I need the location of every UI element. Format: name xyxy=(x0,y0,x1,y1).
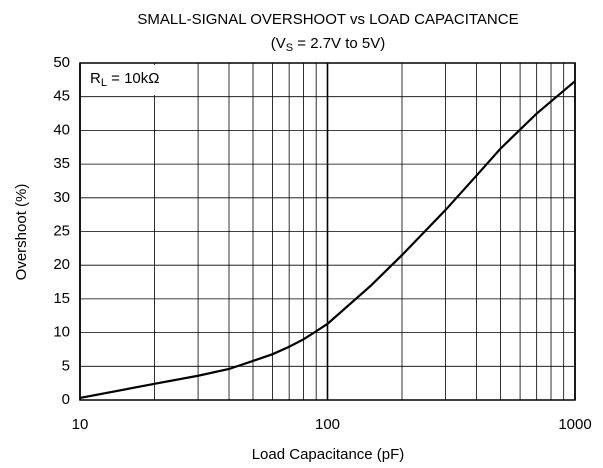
y-tick-label: 35 xyxy=(53,155,70,172)
y-tick-label: 50 xyxy=(53,54,70,71)
annotation-box xyxy=(82,65,194,95)
plot-frame xyxy=(79,62,576,401)
data-line xyxy=(79,80,576,400)
y-tick-label: 20 xyxy=(53,256,70,273)
y-tick-label: 0 xyxy=(62,391,70,408)
annotation-part: R xyxy=(90,70,101,87)
y-tick-label: 45 xyxy=(53,88,70,105)
y-axis-label: Overshoot (%) xyxy=(13,184,30,281)
x-tick-label: 100 xyxy=(315,416,340,433)
subtitle-part: (V xyxy=(271,35,286,52)
annotation: RL = 10kΩ xyxy=(90,70,159,89)
subtitle-subscript: S xyxy=(286,42,293,54)
x-tick-label: 10 xyxy=(72,416,89,433)
annotation-part: = 10kΩ xyxy=(107,70,160,87)
x-axis-label: Load Capacitance (pF) xyxy=(252,446,405,463)
annotation-subscript: L xyxy=(101,77,107,89)
y-tick-label: 25 xyxy=(53,222,70,239)
subtitle-part: = 2.7V to 5V) xyxy=(293,35,385,52)
y-tick-label: 30 xyxy=(53,189,70,206)
y-tick-label: 40 xyxy=(53,121,70,138)
y-tick-label: 10 xyxy=(53,324,70,341)
chart-title: SMALL-SIGNAL OVERSHOOT vs LOAD CAPACITAN… xyxy=(137,11,518,28)
chart-subtitle: (VS = 2.7V to 5V) xyxy=(271,35,385,54)
y-tick-label: 5 xyxy=(62,357,70,374)
y-tick-label: 15 xyxy=(53,290,70,307)
x-tick-label: 1000 xyxy=(558,416,591,433)
